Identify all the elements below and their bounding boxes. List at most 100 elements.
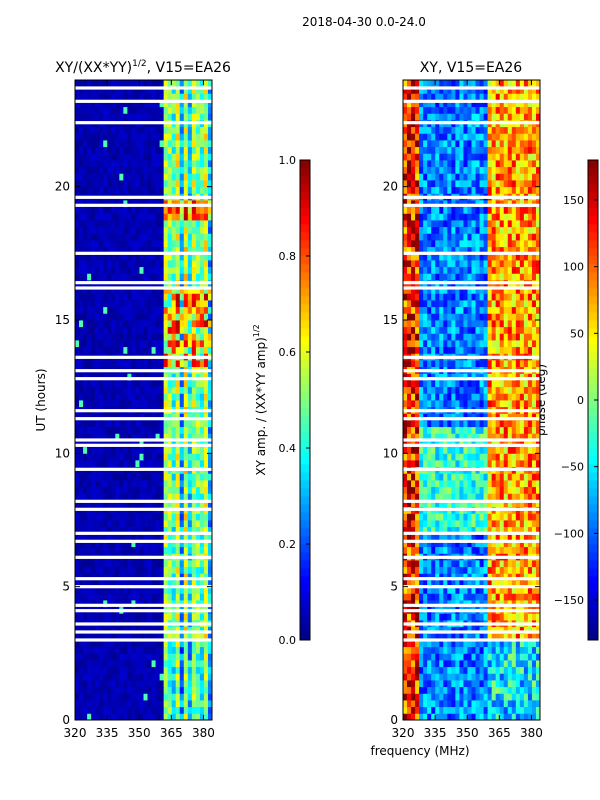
heatmap-cell	[471, 593, 476, 601]
heatmap-cell	[475, 393, 480, 401]
heatmap-cell	[487, 646, 493, 654]
heatmap-cell	[471, 660, 476, 668]
heatmap-cell	[131, 653, 136, 661]
heatmap-cell	[523, 700, 529, 708]
heatmap-cell	[419, 560, 424, 568]
heatmap-cell	[515, 713, 521, 721]
heatmap-cell	[123, 713, 128, 721]
heatmap-cell	[195, 493, 201, 501]
heatmap-cell	[139, 233, 144, 241]
heatmap-cell	[511, 460, 517, 468]
heatmap-cell	[495, 680, 501, 688]
heatmap-cell	[435, 646, 440, 654]
heatmap-cell	[207, 186, 213, 194]
heatmap-cell	[123, 206, 128, 214]
heatmap-cell	[131, 373, 136, 381]
heatmap-cell	[187, 473, 193, 481]
heatmap-cell	[163, 493, 169, 501]
heatmap-cell	[411, 700, 416, 708]
heatmap-cell	[79, 460, 84, 468]
heatmap-cell	[159, 580, 165, 588]
heatmap-cell	[99, 460, 104, 468]
heatmap-cell	[75, 153, 80, 161]
heatmap-cell	[515, 513, 521, 521]
heatmap-cell	[407, 480, 412, 488]
heatmap-cell	[95, 666, 100, 674]
heatmap-cell	[499, 480, 505, 488]
heatmap-cell	[183, 600, 189, 608]
heatmap-cell	[187, 693, 193, 701]
heatmap-cell	[139, 86, 144, 94]
heatmap-cell	[103, 526, 108, 534]
heatmap-cell	[123, 300, 128, 308]
heatmap-cell	[99, 453, 104, 461]
heatmap-cell	[91, 686, 96, 694]
heatmap-cell	[147, 160, 152, 168]
heatmap-cell	[95, 513, 100, 521]
heatmap-cell	[487, 386, 493, 394]
heatmap-cell	[503, 473, 509, 481]
heatmap-cell	[191, 186, 197, 194]
heatmap-cell	[75, 306, 80, 314]
heatmap-cell	[167, 393, 173, 401]
heatmap-cell	[91, 473, 96, 481]
heatmap-cell	[195, 113, 201, 121]
heatmap-cell	[451, 400, 456, 408]
heatmap-cell	[95, 293, 100, 301]
heatmap-cell	[479, 453, 484, 461]
heatmap-cell	[171, 646, 177, 654]
heatmap-cell	[187, 133, 193, 141]
heatmap-cell	[499, 566, 505, 574]
heatmap-cell	[127, 266, 132, 274]
heatmap-cell	[203, 326, 209, 334]
heatmap-cell	[107, 680, 112, 688]
heatmap-cell	[167, 226, 173, 234]
heatmap-cell	[467, 386, 472, 394]
heatmap-cell	[139, 480, 144, 488]
heatmap-cell	[451, 666, 456, 674]
heatmap-cell	[199, 80, 205, 88]
heatmap-cell	[499, 446, 505, 454]
heatmap-cell	[191, 673, 197, 681]
heatmap-cell	[123, 106, 128, 114]
heatmap-cell	[439, 520, 444, 528]
heatmap-cell	[463, 713, 468, 721]
heatmap-cell	[151, 613, 156, 621]
heatmap-cell	[531, 420, 537, 428]
heatmap-cell	[147, 86, 152, 94]
heatmap-cell	[175, 686, 181, 694]
heatmap-cell	[115, 306, 120, 314]
heatmap-cell	[111, 220, 116, 228]
heatmap-cell	[427, 680, 432, 688]
heatmap-cell	[111, 173, 116, 181]
heatmap-cell	[487, 440, 493, 448]
heatmap-cell	[435, 626, 440, 634]
heatmap-cell	[183, 640, 189, 648]
heatmap-cell	[419, 680, 424, 688]
heatmap-cell	[135, 233, 140, 241]
heatmap-cell	[147, 493, 152, 501]
heatmap-cell	[487, 653, 493, 661]
heatmap-cell	[131, 593, 136, 601]
heatmap-cell	[187, 226, 193, 234]
heatmap-cell	[203, 700, 209, 708]
heatmap-cell	[439, 646, 444, 654]
heatmap-cell	[159, 113, 165, 121]
heatmap-cell	[479, 533, 484, 541]
heatmap-cell	[451, 433, 456, 441]
heatmap-cell	[459, 446, 464, 454]
heatmap-cell	[151, 566, 156, 574]
heatmap-cell	[87, 146, 92, 154]
heatmap-cell	[511, 453, 517, 461]
heatmap-cell	[459, 560, 464, 568]
heatmap-cell	[515, 413, 521, 421]
heatmap-cell	[115, 100, 120, 108]
heatmap-cell	[507, 640, 513, 648]
heatmap-cell	[439, 586, 444, 594]
left-title-suffix: , V15=EA26	[147, 60, 231, 76]
heatmap-cell	[87, 693, 92, 701]
heatmap-cell	[171, 593, 177, 601]
heatmap-cell	[451, 680, 456, 688]
heatmap-cell	[411, 526, 416, 534]
heatmap-cell	[75, 486, 80, 494]
